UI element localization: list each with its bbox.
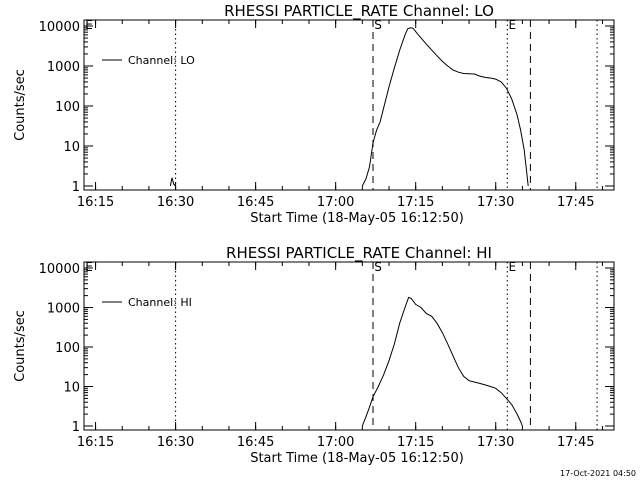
x-axis-label: Start Time (18-May-05 16:12:50) (250, 451, 464, 466)
x-tick-label: 16:30 (157, 435, 194, 450)
chart-title: RHESSI PARTICLE_RATE Channel: HI (226, 244, 492, 263)
time-marker-label: E (508, 260, 516, 274)
x-tick-label: 16:30 (157, 195, 194, 210)
plot-frame (83, 261, 615, 431)
x-tick-label: 17:15 (397, 435, 434, 450)
y-tick-label: 10000 (39, 20, 80, 35)
x-tick-label: 17:15 (397, 195, 434, 210)
chart-title: RHESSI PARTICLE_RATE Channel: LO (224, 2, 494, 21)
time-marker-label: S (374, 260, 382, 274)
y-axis-label: Counts/sec (13, 310, 28, 382)
x-tick-label: 17:00 (317, 195, 354, 210)
series-line (361, 296, 523, 427)
y-tick-label: 10 (63, 140, 80, 155)
x-tick-label: 17:30 (477, 195, 514, 210)
plot-timestamp: 17-Oct-2021 04:50 (560, 469, 636, 478)
x-tick-label: 17:45 (557, 435, 594, 450)
series-line (169, 177, 176, 187)
x-tick-label: 17:30 (477, 435, 514, 450)
y-tick-label: 10000 (39, 262, 80, 277)
chart-panel-hi: RHESSI PARTICLE_RATE Channel: HI 16:15 16:… (13, 244, 615, 466)
time-marker-label: E (85, 260, 93, 274)
time-marker-label: E (508, 18, 516, 32)
time-marker-label: E (85, 18, 93, 32)
y-tick-label: 1000 (47, 60, 80, 75)
y-tick-label: 1 (72, 180, 80, 195)
y-tick-label: 1000 (47, 302, 80, 317)
x-tick-label: 16:45 (237, 435, 274, 450)
x-tick-label: 16:15 (77, 195, 114, 210)
y-tick-label: 1 (72, 420, 80, 435)
plot-frame (83, 19, 615, 191)
legend-label: Channel: LO (128, 54, 195, 67)
x-tick-label: 17:45 (557, 195, 594, 210)
legend-label: Channel: HI (128, 296, 192, 309)
chart-panel-lo: RHESSI PARTICLE_RATE Channel: LO 16:15 16:… (13, 2, 615, 226)
y-tick-label: 100 (55, 100, 80, 115)
y-axis-label: Counts/sec (13, 69, 28, 141)
y-tick-label: 10 (63, 381, 80, 396)
x-axis-label: Start Time (18-May-05 16:12:50) (250, 211, 464, 226)
y-tick-label: 100 (55, 341, 80, 356)
time-marker-label: S (374, 18, 382, 32)
x-tick-label: 16:45 (237, 195, 274, 210)
x-tick-label: 16:15 (77, 435, 114, 450)
x-tick-label: 17:00 (317, 435, 354, 450)
series-line (361, 27, 529, 187)
